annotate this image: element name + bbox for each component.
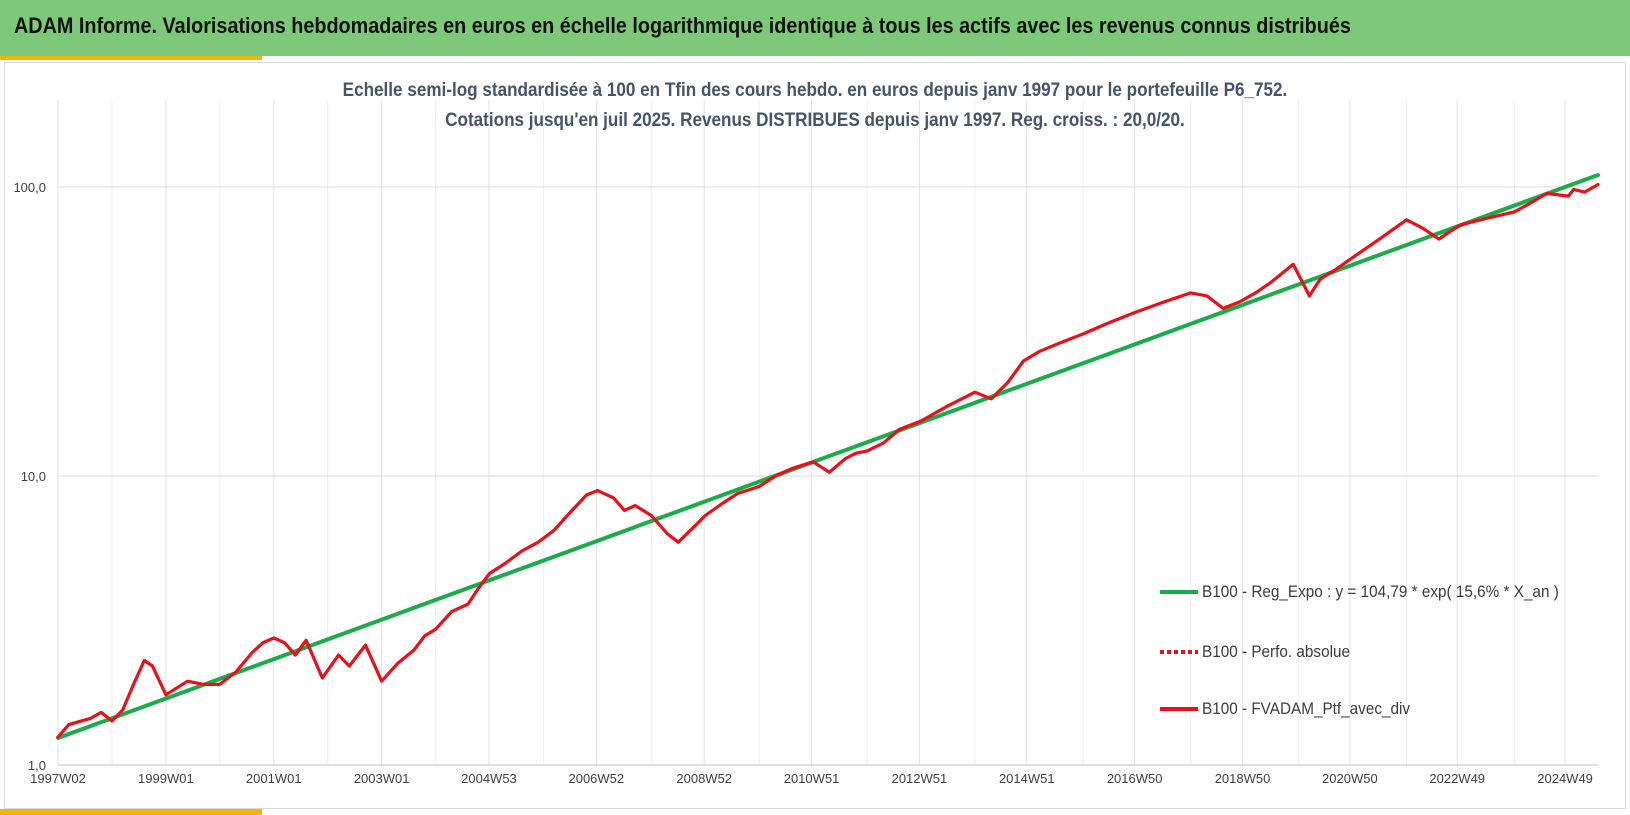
title-banner: ADAM Informe. Valorisations hebdomadaire… [0, 0, 1630, 56]
x-tick-label: 2012W51 [892, 771, 948, 786]
y-tick-label: 1,0 [28, 758, 46, 773]
y-tick-label: 10,0 [21, 469, 46, 484]
legend: B100 - Reg_Expo : y = 104,79 * exp( 15,6… [1160, 580, 1600, 740]
legend-swatch-portfolio [1160, 707, 1198, 711]
regression-line [56, 173, 1600, 740]
x-tick-label: 2024W49 [1537, 771, 1593, 786]
legend-swatch-perfo-absolue [1160, 650, 1198, 654]
portfolio-line [56, 182, 1600, 739]
legend-item-perfo-absolue: B100 - Perfo. absolue [1160, 640, 1366, 664]
chart-title-line1: Echelle semi-log standardisée à 100 en T… [342, 80, 1288, 101]
banner-title: ADAM Informe. Valorisations hebdomadaire… [14, 13, 1351, 38]
legend-swatch-regression [1160, 590, 1198, 594]
legend-label-perfo-absolue: B100 - Perfo. absolue [1202, 642, 1351, 661]
legend-label-regression: B100 - Reg_Expo : y = 104,79 * exp( 15,6… [1202, 582, 1559, 601]
x-tick-label: 2006W52 [568, 771, 624, 786]
x-tick-label: 1999W01 [138, 771, 194, 786]
x-tick-label: 2018W50 [1215, 771, 1271, 786]
x-tick-label: 2008W52 [676, 771, 732, 786]
x-tick-label: 2004W53 [461, 771, 517, 786]
series-layer [56, 173, 1600, 740]
x-tick-label: 2016W50 [1107, 771, 1163, 786]
x-tick-label: 2014W51 [999, 771, 1055, 786]
legend-item-portfolio: B100 - FVADAM_Ptf_avec_div [1160, 697, 1433, 721]
x-tick-label: 2001W01 [246, 771, 302, 786]
y-tick-label: 100,0 [13, 180, 46, 195]
gold-accent-top [0, 56, 262, 60]
x-tick-label: 1997W02 [30, 771, 86, 786]
chart-title-line2: Cotations jusqu'en juil 2025. Revenus DI… [445, 110, 1185, 131]
legend-item-regression: B100 - Reg_Expo : y = 104,79 * exp( 15,6… [1160, 580, 1598, 604]
gold-accent-bottom [0, 809, 262, 815]
x-tick-label: 2020W50 [1322, 771, 1378, 786]
x-tick-label: 2022W49 [1429, 771, 1485, 786]
x-tick-label: 2010W51 [784, 771, 840, 786]
axis-layer: 1,0 10,0 100,0 1997W02 1999W01 2001W01 2003W01… [13, 180, 1598, 786]
legend-label-portfolio: B100 - FVADAM_Ptf_avec_div [1202, 699, 1411, 718]
x-tick-label: 2003W01 [354, 771, 410, 786]
